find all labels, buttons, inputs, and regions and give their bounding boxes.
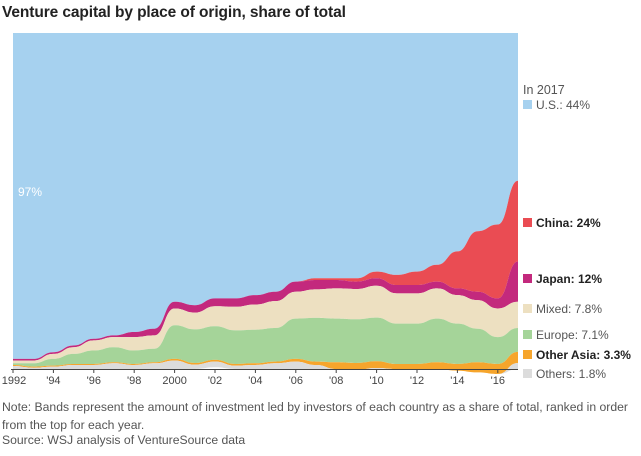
x-axis: 1992 '94 '96 '98 2000 '02 '04 '06 '08 '10 '12 '14 '1… <box>2 369 518 387</box>
x-tick-label: '16 <box>491 375 505 387</box>
chart-title: Venture capital by place of origin, shar… <box>2 4 346 21</box>
legend-swatch-europe <box>523 330 532 339</box>
left-annotation: 97% <box>18 185 42 199</box>
legend-swatch-u-s- <box>523 100 532 109</box>
x-tick-label: '98 <box>127 375 141 387</box>
band-u-s-cap <box>13 33 518 34</box>
x-tick-label: '08 <box>329 375 343 387</box>
x-tick-label: '06 <box>289 375 303 387</box>
chart-note: Note: Bands represent the amount of inve… <box>2 400 628 432</box>
legend-swatch-other-asia <box>523 350 532 359</box>
chart-source: Source: WSJ analysis of VentureSource da… <box>2 433 246 447</box>
x-tick-label: 2000 <box>162 375 186 387</box>
legend-swatch-mixed <box>523 304 532 313</box>
x-tick-label: '14 <box>450 375 464 387</box>
x-tick-label: 1992 <box>2 375 26 387</box>
x-tick-label: '12 <box>410 375 424 387</box>
band-u-s- <box>13 33 518 359</box>
legend-label-others: Others: 1.8% <box>536 367 606 381</box>
band-mixed <box>13 285 518 364</box>
legend-label-mixed: Mixed: 7.8% <box>536 302 602 316</box>
us-share-1992-label: 97% <box>18 185 42 199</box>
x-tick-label: '04 <box>248 375 262 387</box>
legend-swatch-others <box>523 369 532 378</box>
legend-label-u-s-: U.S.: 44% <box>536 98 590 112</box>
stream-chart: 1992 '94 '96 '98 2000 '02 '04 '06 '08 '10 '12 '14 '1… <box>2 33 631 387</box>
band-others <box>13 360 518 374</box>
band-japan <box>13 261 518 361</box>
x-tick-label: '10 <box>369 375 383 387</box>
x-tick-label: '94 <box>46 375 60 387</box>
band-europe <box>13 317 518 367</box>
legend-header: In 2017 <box>523 83 565 97</box>
band-other-asia <box>13 351 518 374</box>
legend-swatch-china <box>523 218 532 227</box>
x-tick-label: '96 <box>87 375 101 387</box>
legend-label-europe: Europe: 7.1% <box>536 328 609 342</box>
legend-label-other-asia: Other Asia: 3.3% <box>536 348 631 362</box>
legend-label-japan: Japan: 12% <box>536 272 602 286</box>
legend-swatch-japan <box>523 274 532 283</box>
series-bands <box>13 33 518 374</box>
x-tick-label: '02 <box>208 375 222 387</box>
legend-label-china: China: 24% <box>536 216 601 230</box>
